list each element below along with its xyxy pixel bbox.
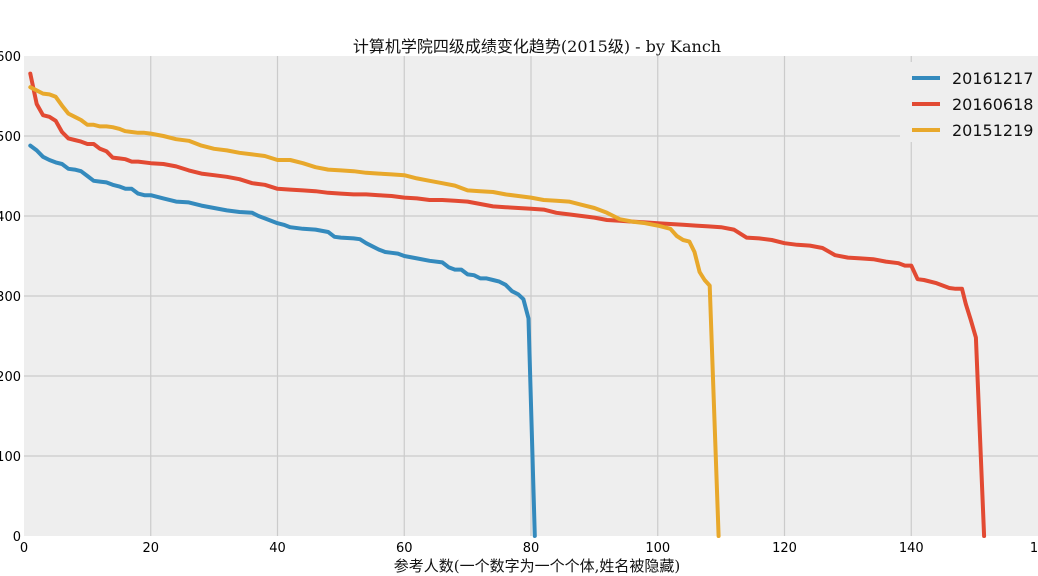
- x-tick-label: 140: [899, 541, 924, 556]
- series-line-20161217: [28, 143, 537, 538]
- y-tick-label: 400: [0, 210, 21, 225]
- legend-entry: 20161217: [952, 69, 1033, 88]
- series-lines: [28, 71, 987, 538]
- x-tick-label: 60: [396, 541, 413, 556]
- x-axis-label: 参考人数(一个数字为一个个体,姓名被隐藏): [394, 557, 680, 575]
- series-line-20160618: [28, 71, 987, 538]
- legend: 20161217 20160618 20151219: [900, 62, 1038, 142]
- x-tick-label: 80: [523, 541, 540, 556]
- x-tick-label: 0: [20, 541, 28, 556]
- x-tick-label: 1: [1030, 541, 1038, 556]
- chart-title: 计算机学院四级成绩变化趋势(2015级) - by Kanch: [353, 37, 721, 56]
- y-tick-label: 200: [0, 370, 21, 385]
- y-tick-label: 0: [13, 530, 21, 545]
- tick-labels: 0 20 40 60 80 100 120 140 1 0 100 200 300 400 500 600: [0, 50, 1038, 556]
- y-tick-label: 500: [0, 130, 21, 145]
- x-tick-label: 20: [142, 541, 159, 556]
- y-tick-label: 300: [0, 290, 21, 305]
- series-line-20151219: [28, 85, 721, 538]
- grid-lines: [24, 56, 1038, 536]
- x-tick-label: 120: [772, 541, 797, 556]
- x-tick-label: 100: [645, 541, 670, 556]
- x-tick-label: 40: [269, 541, 286, 556]
- y-tick-label: 100: [0, 450, 21, 465]
- legend-entry: 20160618: [952, 95, 1033, 114]
- legend-entry: 20151219: [952, 121, 1033, 140]
- y-tick-label: 600: [0, 50, 21, 65]
